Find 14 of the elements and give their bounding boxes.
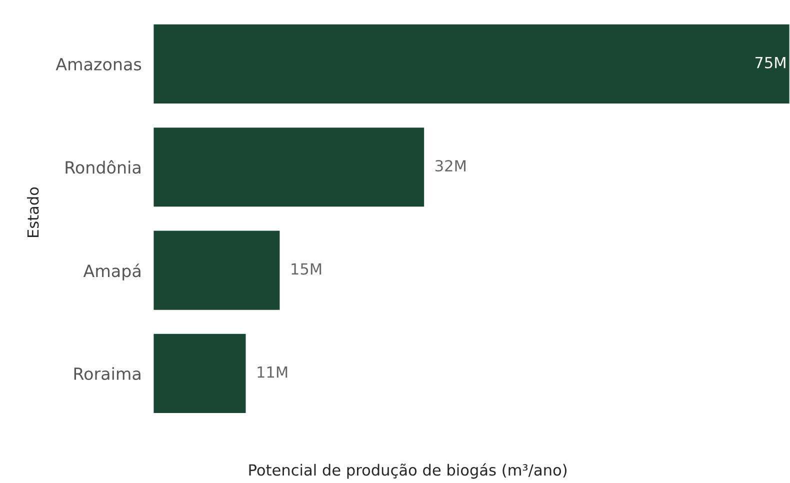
- y-axis-title: Estado: [26, 187, 39, 238]
- y-tick-label: Roraima: [74, 367, 140, 380]
- data-label: 11M: [258, 366, 288, 378]
- data-label: 32M: [436, 160, 466, 172]
- y-tick-label: Amazonas: [56, 58, 142, 71]
- bar: [153, 126, 426, 208]
- y-tick-label: Rondônia: [66, 160, 140, 174]
- bar: [153, 23, 790, 105]
- data-label: 15M: [292, 263, 322, 275]
- y-tick-label: Amapá: [83, 264, 140, 280]
- data-label: 75M: [755, 57, 786, 68]
- bar: [153, 229, 282, 312]
- bar: [153, 332, 248, 414]
- x-axis-title: Potencial de produção de biogás (m³/ano): [249, 463, 567, 479]
